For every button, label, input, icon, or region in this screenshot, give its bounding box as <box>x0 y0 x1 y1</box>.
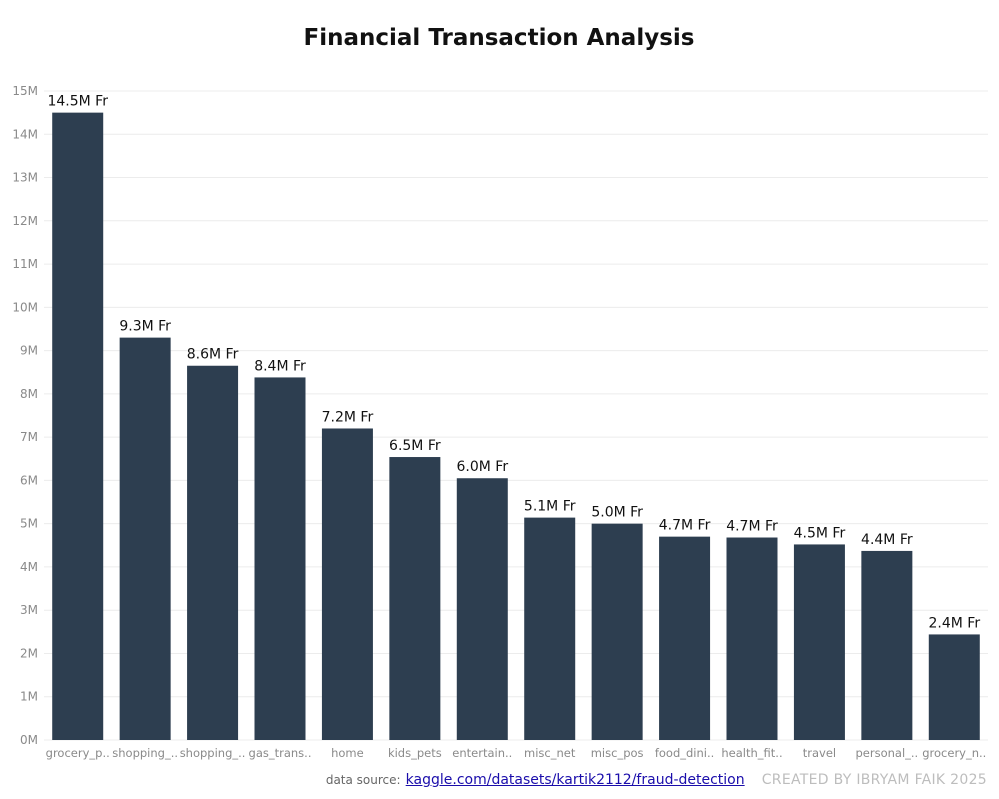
data-label: 14.5M Fr <box>47 94 108 110</box>
bar[interactable] <box>524 517 576 740</box>
x-tick-label: kids_pets <box>388 746 442 760</box>
bars <box>52 112 980 741</box>
bar[interactable] <box>389 457 441 740</box>
credit-text: CREATED BY IBRYAM FAIK 2025 <box>761 772 987 788</box>
bar[interactable] <box>928 634 980 740</box>
data-label: 2.4M Fr <box>928 615 980 631</box>
bar[interactable] <box>254 377 306 740</box>
data-label: 4.5M Fr <box>794 525 846 541</box>
gridlines <box>44 90 988 741</box>
bar[interactable] <box>793 544 845 740</box>
data-label: 4.7M Fr <box>659 518 711 534</box>
bar[interactable] <box>591 523 643 740</box>
data-label: 4.4M Fr <box>861 532 913 548</box>
y-tick-label: 4M <box>20 560 38 574</box>
y-tick-label: 1M <box>20 690 38 704</box>
data-label: 7.2M Fr <box>322 409 374 425</box>
y-tick-label: 14M <box>12 127 38 141</box>
data-label: 6.0M Fr <box>456 459 508 475</box>
y-tick-label: 10M <box>12 300 38 314</box>
bar-chart: Financial Transaction Analysis 0M 1M 2M 3M 4… <box>12 25 988 760</box>
x-tick-label: home <box>331 746 364 760</box>
x-tick-label: entertain.. <box>452 746 512 760</box>
x-tick-label: shopping_.. <box>180 746 246 760</box>
data-label: 8.6M Fr <box>187 347 239 363</box>
y-tick-label: 6M <box>20 473 38 487</box>
y-tick-label: 13M <box>12 171 38 185</box>
x-tick-label: personal_.. <box>855 746 918 760</box>
data-label: 4.7M Fr <box>726 519 778 535</box>
bar[interactable] <box>187 365 239 740</box>
chart-title: Financial Transaction Analysis <box>304 25 695 51</box>
bar[interactable] <box>861 550 913 740</box>
y-tick-label: 12M <box>12 214 38 228</box>
y-tick-label: 15M <box>12 84 38 98</box>
x-tick-label: grocery_n.. <box>922 746 986 760</box>
data-label: 6.5M Fr <box>389 438 441 454</box>
data-label: 5.1M Fr <box>524 499 576 515</box>
y-tick-label: 7M <box>20 430 38 444</box>
bar[interactable] <box>659 536 711 740</box>
bar[interactable] <box>321 428 373 740</box>
data-label: 8.4M Fr <box>254 358 306 374</box>
bar[interactable] <box>52 112 104 741</box>
x-tick-label: misc_pos <box>591 746 644 760</box>
x-tick-label: food_dini.. <box>655 746 714 760</box>
x-tick-label: health_fit.. <box>721 746 782 760</box>
bar[interactable] <box>726 537 778 740</box>
x-tick-label: gas_trans.. <box>249 746 312 760</box>
y-tick-label: 8M <box>20 387 38 401</box>
y-tick-label: 3M <box>20 603 38 617</box>
bar[interactable] <box>119 337 171 740</box>
y-tick-label: 2M <box>20 646 38 660</box>
data-labels: 14.5M Fr 9.3M Fr 8.6M Fr 8.4M Fr 7.2M Fr 6.5M… <box>47 94 980 632</box>
x-tick-label: misc_net <box>524 746 576 760</box>
x-tick-label: shopping_.. <box>112 746 178 760</box>
y-tick-label: 9M <box>20 344 38 358</box>
bar[interactable] <box>456 478 508 740</box>
data-label: 5.0M Fr <box>591 505 643 521</box>
y-tick-label: 11M <box>12 257 38 271</box>
y-axis-ticks: 0M 1M 2M 3M 4M 5M 6M 7M 8M 9M 10M 11M 12M 13M 14M 15M <box>12 84 38 747</box>
data-label: 9.3M Fr <box>119 319 171 335</box>
x-tick-label: grocery_p.. <box>46 746 110 760</box>
x-axis-ticks: grocery_p.. shopping_.. shopping_.. gas_tra… <box>46 746 987 760</box>
data-source-link[interactable]: kaggle.com/datasets/kartik2112/fraud-det… <box>405 772 745 788</box>
y-tick-label: 0M <box>20 733 38 747</box>
footer: data source: kaggle.com/datasets/kartik2… <box>0 769 987 788</box>
y-tick-label: 5M <box>20 517 38 531</box>
data-source-label: data source: <box>325 773 401 787</box>
x-tick-label: travel <box>803 746 836 760</box>
